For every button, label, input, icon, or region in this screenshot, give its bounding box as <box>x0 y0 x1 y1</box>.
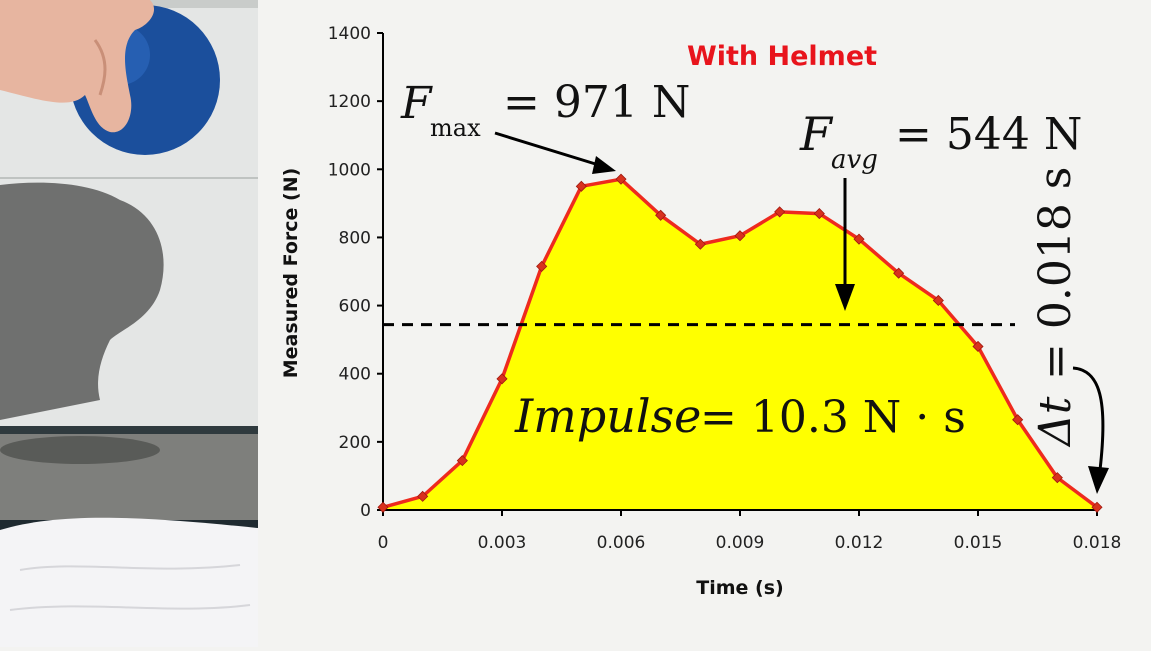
data-point <box>694 238 706 250</box>
y-axis-title: Measured Force (N) <box>280 168 302 379</box>
series-area-fill <box>383 179 1097 510</box>
data-point <box>575 180 587 192</box>
fmax-subscript: max <box>430 114 481 142</box>
dt-arrowhead <box>1088 466 1109 494</box>
favg-symbol: F <box>799 107 834 161</box>
data-point <box>774 206 786 218</box>
favg-annotation: F avg = 544 N <box>799 107 1082 311</box>
data-point <box>972 340 984 353</box>
fmax-symbol: F <box>400 78 433 129</box>
dt-arrow <box>1072 366 1105 471</box>
area-layer <box>382 177 1099 510</box>
y-tick-label: 200 <box>339 433 371 453</box>
dt-annotation: Δt = 0.018 s <box>1030 167 1081 448</box>
dt-symbol: Δt <box>1030 396 1081 448</box>
fmax-arrowhead <box>592 156 616 174</box>
x-tick-label: 0 <box>378 533 389 553</box>
data-point <box>615 173 627 185</box>
data-point <box>377 501 389 513</box>
x-axis-title: Time (s) <box>696 577 783 599</box>
experiment-photo <box>0 0 258 647</box>
data-point <box>1012 414 1024 426</box>
impulse-label: Impulse <box>514 389 701 443</box>
y-tick-label: 1200 <box>328 92 371 112</box>
fmax-value: = 971 N <box>503 77 690 128</box>
data-point <box>496 373 508 385</box>
data-point <box>813 208 825 220</box>
data-point <box>1051 472 1063 484</box>
y-tick-label: 1000 <box>328 160 371 180</box>
data-point <box>734 230 746 242</box>
markers-layer <box>377 173 1103 513</box>
fmax-arrow <box>494 131 603 168</box>
impulse-annotation: Impulse = 10.3 N · s <box>514 389 966 443</box>
data-point <box>655 209 667 221</box>
data-point <box>1091 501 1103 513</box>
x-tick-label: 0.006 <box>597 533 646 553</box>
favg-value: = 544 N <box>895 109 1082 160</box>
favg-arrowhead <box>835 284 855 311</box>
data-point <box>536 260 548 272</box>
data-point <box>456 455 468 467</box>
dt-value: = 0.018 s <box>1030 167 1081 380</box>
x-tick-label: 0.018 <box>1073 533 1122 553</box>
data-point <box>893 267 905 279</box>
y-tick-label: 400 <box>339 365 371 385</box>
favg-subscript: avg <box>831 145 878 175</box>
y-tick-label: 800 <box>339 228 371 248</box>
photo-drawing <box>0 0 258 647</box>
y-tick-label: 1400 <box>328 24 371 44</box>
x-tick-label: 0.009 <box>716 533 765 553</box>
data-point <box>853 233 865 245</box>
ticks-layer: 0 200 400 600 800 1000 1200 1400 0 0.003 0.006 0.00… <box>328 24 1122 553</box>
x-tick-label: 0.015 <box>954 533 1003 553</box>
x-tick-label: 0.003 <box>478 533 527 553</box>
y-tick-label: 0 <box>360 501 371 521</box>
chart-title: With Helmet <box>687 41 877 72</box>
data-point <box>417 490 429 502</box>
impulse-value: = 10.3 N · s <box>700 392 966 443</box>
fmax-annotation: F max = 971 N <box>400 77 690 174</box>
y-tick-label: 600 <box>339 297 371 317</box>
x-tick-label: 0.012 <box>835 533 884 553</box>
data-point <box>932 294 944 307</box>
